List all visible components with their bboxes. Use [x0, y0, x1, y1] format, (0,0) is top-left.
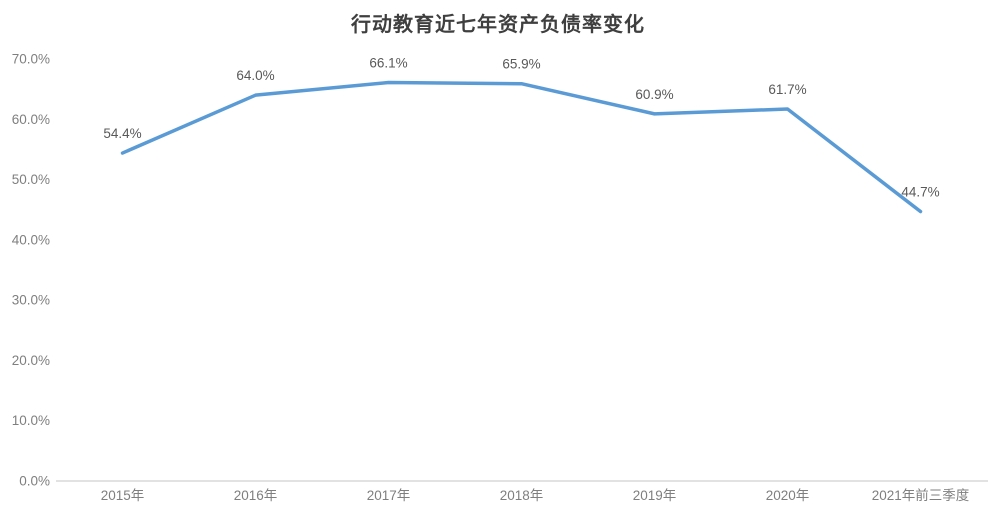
x-axis-tick-label: 2020年: [766, 488, 810, 503]
x-axis-tick-label: 2016年: [234, 488, 278, 503]
x-axis-tick-label: 2019年: [633, 488, 677, 503]
chart-title: 行动教育近七年资产负债率变化: [351, 12, 645, 36]
data-point-label: 64.0%: [236, 68, 274, 83]
y-axis-tick-label: 40.0%: [12, 232, 50, 247]
y-axis-tick-label: 60.0%: [12, 112, 50, 127]
x-axis-tick-label: 2018年: [500, 488, 544, 503]
y-axis-tick-label: 20.0%: [12, 353, 50, 368]
data-point-label: 54.4%: [103, 126, 141, 141]
x-axis-tick-label: 2021年前三季度: [872, 487, 970, 503]
x-axis-tick-label: 2017年: [367, 488, 411, 503]
x-axis-tick-label: 2015年: [101, 488, 145, 503]
y-axis-tick-label: 0.0%: [19, 474, 50, 489]
data-point-label: 44.7%: [901, 185, 939, 200]
y-axis-tick-label: 30.0%: [12, 293, 50, 308]
data-point-label: 66.1%: [369, 56, 407, 71]
y-axis-tick-label: 10.0%: [12, 413, 50, 428]
data-point-label: 61.7%: [768, 82, 806, 97]
data-point-label: 60.9%: [635, 87, 673, 102]
y-axis-tick-label: 50.0%: [12, 172, 50, 187]
data-series-line: [120, 80, 923, 214]
data-point-label: 65.9%: [502, 57, 540, 72]
y-axis-tick-label: 70.0%: [12, 52, 50, 67]
